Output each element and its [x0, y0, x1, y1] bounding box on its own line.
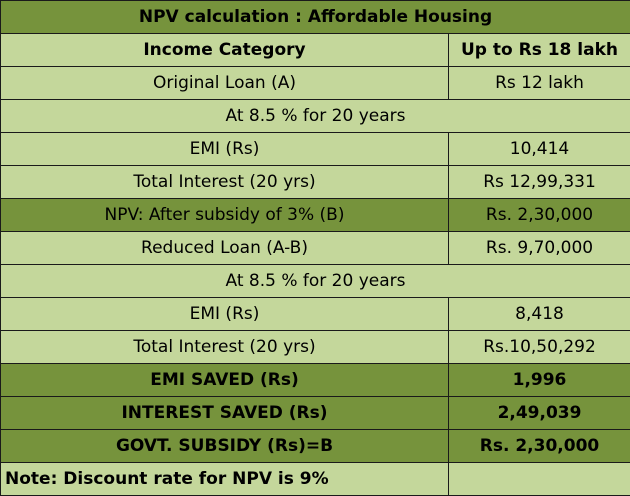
row-value: 2,49,039: [449, 397, 630, 430]
row-label: INTEREST SAVED (Rs): [1, 397, 449, 430]
row-label: EMI (Rs): [1, 133, 449, 166]
row-label: GOVT. SUBSIDY (Rs)=B: [1, 430, 449, 463]
row-value: Rs. 9,70,000: [449, 232, 630, 265]
table-title: NPV calculation : Affordable Housing: [1, 1, 630, 34]
row-value: Rs 12 lakh: [449, 67, 630, 100]
row-label: EMI SAVED (Rs): [1, 364, 449, 397]
table-row: At 8.5 % for 20 years: [1, 265, 630, 298]
table-row: Total Interest (20 yrs) Rs 12,99,331: [1, 166, 630, 199]
title-row: NPV calculation : Affordable Housing: [1, 1, 630, 34]
row-label: Reduced Loan (A-B): [1, 232, 449, 265]
row-value: Rs. 2,30,000: [449, 430, 630, 463]
row-label: NPV: After subsidy of 3% (B): [1, 199, 449, 232]
header-income-value: Up to Rs 18 lakh: [449, 34, 630, 67]
row-label: EMI (Rs): [1, 298, 449, 331]
header-income-category: Income Category: [1, 34, 449, 67]
table-row: At 8.5 % for 20 years: [1, 100, 630, 133]
row-label: Original Loan (A): [1, 67, 449, 100]
table-row: INTEREST SAVED (Rs) 2,49,039: [1, 397, 630, 430]
row-value: 8,418: [449, 298, 630, 331]
row-label: Total Interest (20 yrs): [1, 331, 449, 364]
row-value: Rs 12,99,331: [449, 166, 630, 199]
table-row: GOVT. SUBSIDY (Rs)=B Rs. 2,30,000: [1, 430, 630, 463]
table-row: EMI SAVED (Rs) 1,996: [1, 364, 630, 397]
row-value: 1,996: [449, 364, 630, 397]
table-row: Original Loan (A) Rs 12 lakh: [1, 67, 630, 100]
table-row: Total Interest (20 yrs) Rs.10,50,292: [1, 331, 630, 364]
row-value: Rs. 2,30,000: [449, 199, 630, 232]
note-empty-cell: [449, 463, 630, 496]
row-value: 10,414: [449, 133, 630, 166]
table-row: EMI (Rs) 8,418: [1, 298, 630, 331]
section-label: At 8.5 % for 20 years: [1, 100, 630, 133]
table-row: NPV: After subsidy of 3% (B) Rs. 2,30,00…: [1, 199, 630, 232]
table-row: EMI (Rs) 10,414: [1, 133, 630, 166]
table-row: Reduced Loan (A-B) Rs. 9,70,000: [1, 232, 630, 265]
row-value: Rs.10,50,292: [449, 331, 630, 364]
section-label: At 8.5 % for 20 years: [1, 265, 630, 298]
header-row: Income Category Up to Rs 18 lakh: [1, 34, 630, 67]
row-label: Total Interest (20 yrs): [1, 166, 449, 199]
note-row: Note: Discount rate for NPV is 9%: [1, 463, 630, 496]
discount-note: Note: Discount rate for NPV is 9%: [1, 463, 449, 496]
